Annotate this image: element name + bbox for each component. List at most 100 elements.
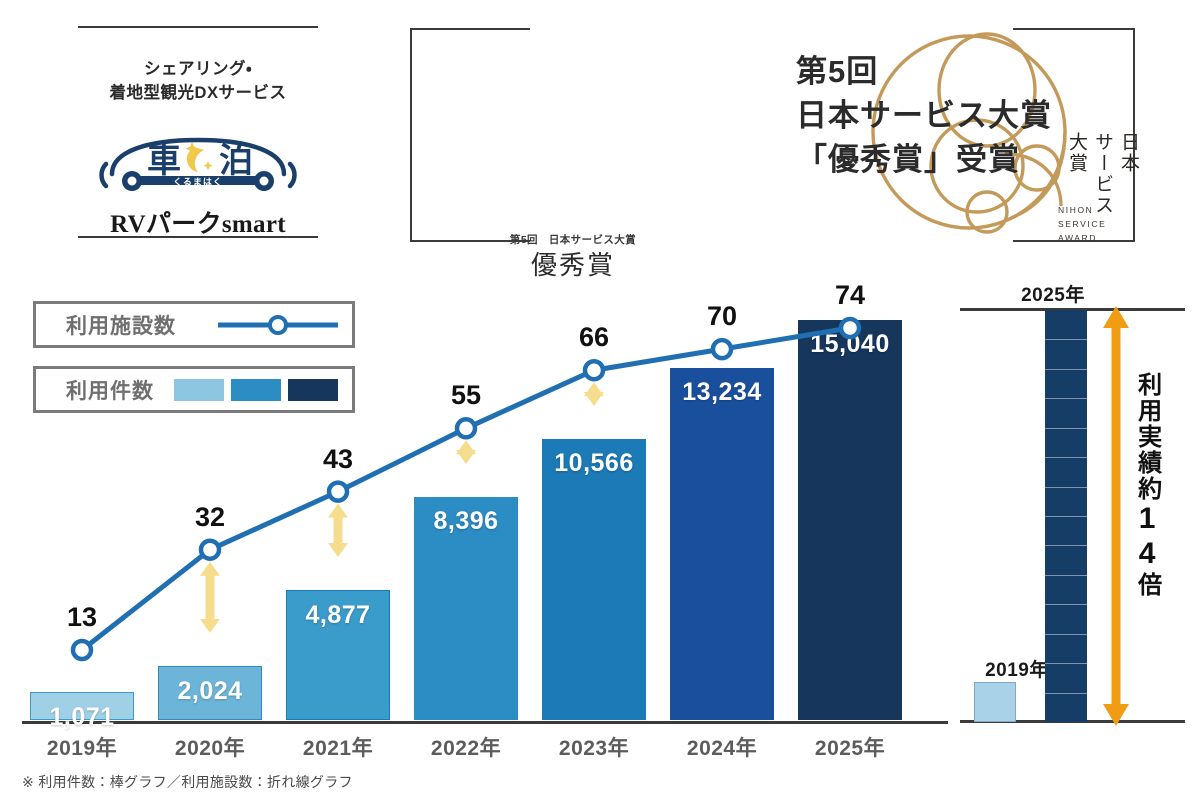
bracket-bottom-right	[1013, 240, 1133, 242]
bracket-bottom-left	[410, 240, 530, 242]
kurumahaku-logo: 車 泊 くるまはく	[99, 137, 297, 191]
comparison-segment-divider	[1045, 692, 1087, 694]
bar-value-label: 4,877	[305, 601, 371, 629]
x-label-2024年: 2024年	[686, 737, 758, 760]
comparison-segment-divider	[1045, 368, 1087, 370]
award-romaji: NIHON SERVICE AWARD	[1058, 203, 1148, 245]
comparison-segment-divider	[1045, 486, 1087, 488]
line-marker-2024年	[710, 337, 734, 361]
award-title-line2: 日本サービス大賞	[796, 98, 1052, 134]
growth-multiplier-text: 利用実績約14倍	[1128, 372, 1165, 598]
award-title-line3: 「優秀賞」受賞	[796, 142, 1020, 178]
x-label-2022年: 2022年	[430, 737, 502, 760]
main-chart: 1,071 2,024 4,877 8,396 10,566 13,234 15,040 1…	[0, 280, 960, 760]
comparison-bottom-label: 2019年	[985, 660, 1049, 681]
line-value-label-2023年: 66	[578, 322, 610, 353]
comparison-segment-divider	[1045, 633, 1087, 635]
line-marker-2023年	[582, 358, 606, 382]
award-caption-big: 優秀賞	[530, 251, 615, 280]
line-value-label-2025年: 74	[834, 280, 866, 310]
line-value-label-2019年: 13	[66, 602, 98, 632]
line-marker-2022年	[454, 417, 478, 440]
bar-2022年: 8,396	[414, 497, 518, 720]
bar-2025年: 15,040	[798, 320, 902, 720]
bar-2021年: 4,877	[286, 590, 390, 720]
gap-arrow-2020年	[200, 561, 220, 633]
x-label-2021年: 2021年	[302, 737, 374, 760]
award-romaji-line3: AWARD	[1058, 233, 1098, 244]
brand-tagline-line1: シェアリング・	[143, 60, 253, 78]
logo-kanji-1: 車	[147, 142, 181, 180]
growth-text-1: 利用実績	[1133, 372, 1161, 476]
gap-arrow-2021年	[328, 503, 348, 557]
line-marker-2021年	[326, 480, 350, 503]
award-caption-small: 第5回 日本サービス大賞	[509, 234, 637, 246]
bar-value-label: 15,040	[810, 330, 890, 358]
x-label-2023年: 2023年	[558, 737, 630, 760]
award-romaji-line2: SERVICE	[1058, 219, 1107, 230]
comparison-2019-bar	[974, 682, 1016, 722]
line-value-label-2020年: 32	[194, 501, 226, 532]
bar-value-label: 10,566	[554, 449, 634, 477]
comparison-segment-divider	[1045, 663, 1087, 665]
x-label-2025年: 2025年	[814, 737, 886, 760]
line-value-label-2021年: 43	[322, 443, 354, 474]
comparison-segment-divider	[1045, 604, 1087, 606]
brand-tagline-line2: 着地型観光DXサービス	[109, 83, 287, 102]
gap-arrow-2023年	[584, 382, 604, 406]
award-vcol-3: 大賞	[1066, 132, 1087, 174]
bracket-top-left	[410, 28, 530, 30]
comparison-segment-divider	[1045, 516, 1087, 517]
award-bracket: 日本 サービス 大賞 NIHON SERVICE AWARD	[410, 28, 1139, 243]
comparison-segment-divider	[1045, 398, 1087, 400]
bar-2023年: 10,566	[542, 439, 646, 720]
bar-2024年: 13,234	[670, 368, 774, 720]
chart-footnote: ※ 利用件数：棒グラフ／利用施設数：折れ線グラフ	[22, 774, 353, 790]
award-romaji-line1: NIHON	[1058, 205, 1094, 215]
comparison-top-rule	[960, 308, 1185, 311]
bar-value-label: 13,234	[682, 378, 762, 406]
bracket-right	[1133, 28, 1135, 242]
comparison-2025-bar	[1045, 310, 1087, 722]
comparison-top-label: 2025年	[1021, 285, 1085, 306]
comparison-segment-divider	[1045, 574, 1087, 576]
logo-kana: くるまはく	[173, 177, 223, 187]
x-label-2019年: 2019年	[46, 737, 118, 760]
line-marker-2020年	[198, 538, 222, 561]
chart-baseline	[22, 721, 948, 724]
brand-divider-top	[78, 26, 318, 28]
growth-comparison-panel: 2025年 2019年 利用実績約14倍	[960, 280, 1200, 750]
comparison-segment-divider	[1045, 427, 1087, 429]
bar-2020年: 2,024	[158, 666, 262, 720]
nihon-service-award-mark	[871, 32, 1067, 234]
line-marker-2019年	[70, 638, 94, 662]
comparison-segment-divider	[1045, 339, 1087, 341]
comparison-segment-divider	[1045, 545, 1087, 547]
growth-text-4: 倍	[1133, 572, 1161, 598]
award-title: 第5回 日本サービス大賞 「優秀賞」受賞	[796, 50, 1126, 182]
bracket-left	[410, 28, 412, 242]
gap-arrow-2022年	[456, 440, 476, 464]
bar-value-label: 2,024	[177, 677, 243, 705]
growth-text-2: 約	[1133, 476, 1161, 502]
award-mark-vertical-text: 日本 サービス 大賞	[1062, 132, 1142, 232]
award-vcol-2: サービス	[1092, 132, 1113, 216]
brand-tagline: シェアリング・ 着地型観光DXサービス	[78, 58, 318, 106]
growth-text-3: 14	[1130, 502, 1164, 572]
brand-card: シェアリング・ 着地型観光DXサービス 車 泊 くるまはく RVパークsmart	[78, 26, 318, 238]
logo-kanji-2: 泊	[219, 142, 253, 180]
bar-2019年: 1,071	[30, 692, 134, 731]
line-value-label-2024年: 70	[706, 301, 738, 332]
bracket-top-right	[1013, 28, 1133, 30]
award-title-line1: 第5回	[796, 54, 879, 89]
x-label-2020年: 2020年	[174, 737, 246, 760]
comparison-segment-divider	[1045, 457, 1087, 459]
award-caption: 第5回 日本サービス大賞 優秀賞	[448, 232, 698, 282]
award-vcol-1: 日本	[1118, 132, 1139, 174]
line-value-label-2022年: 55	[450, 380, 482, 411]
brand-divider-bottom	[78, 236, 318, 238]
bar-value-label: 8,396	[433, 507, 499, 535]
growth-arrow-icon	[1103, 306, 1129, 726]
service-name: RVパークsmart	[110, 211, 286, 238]
